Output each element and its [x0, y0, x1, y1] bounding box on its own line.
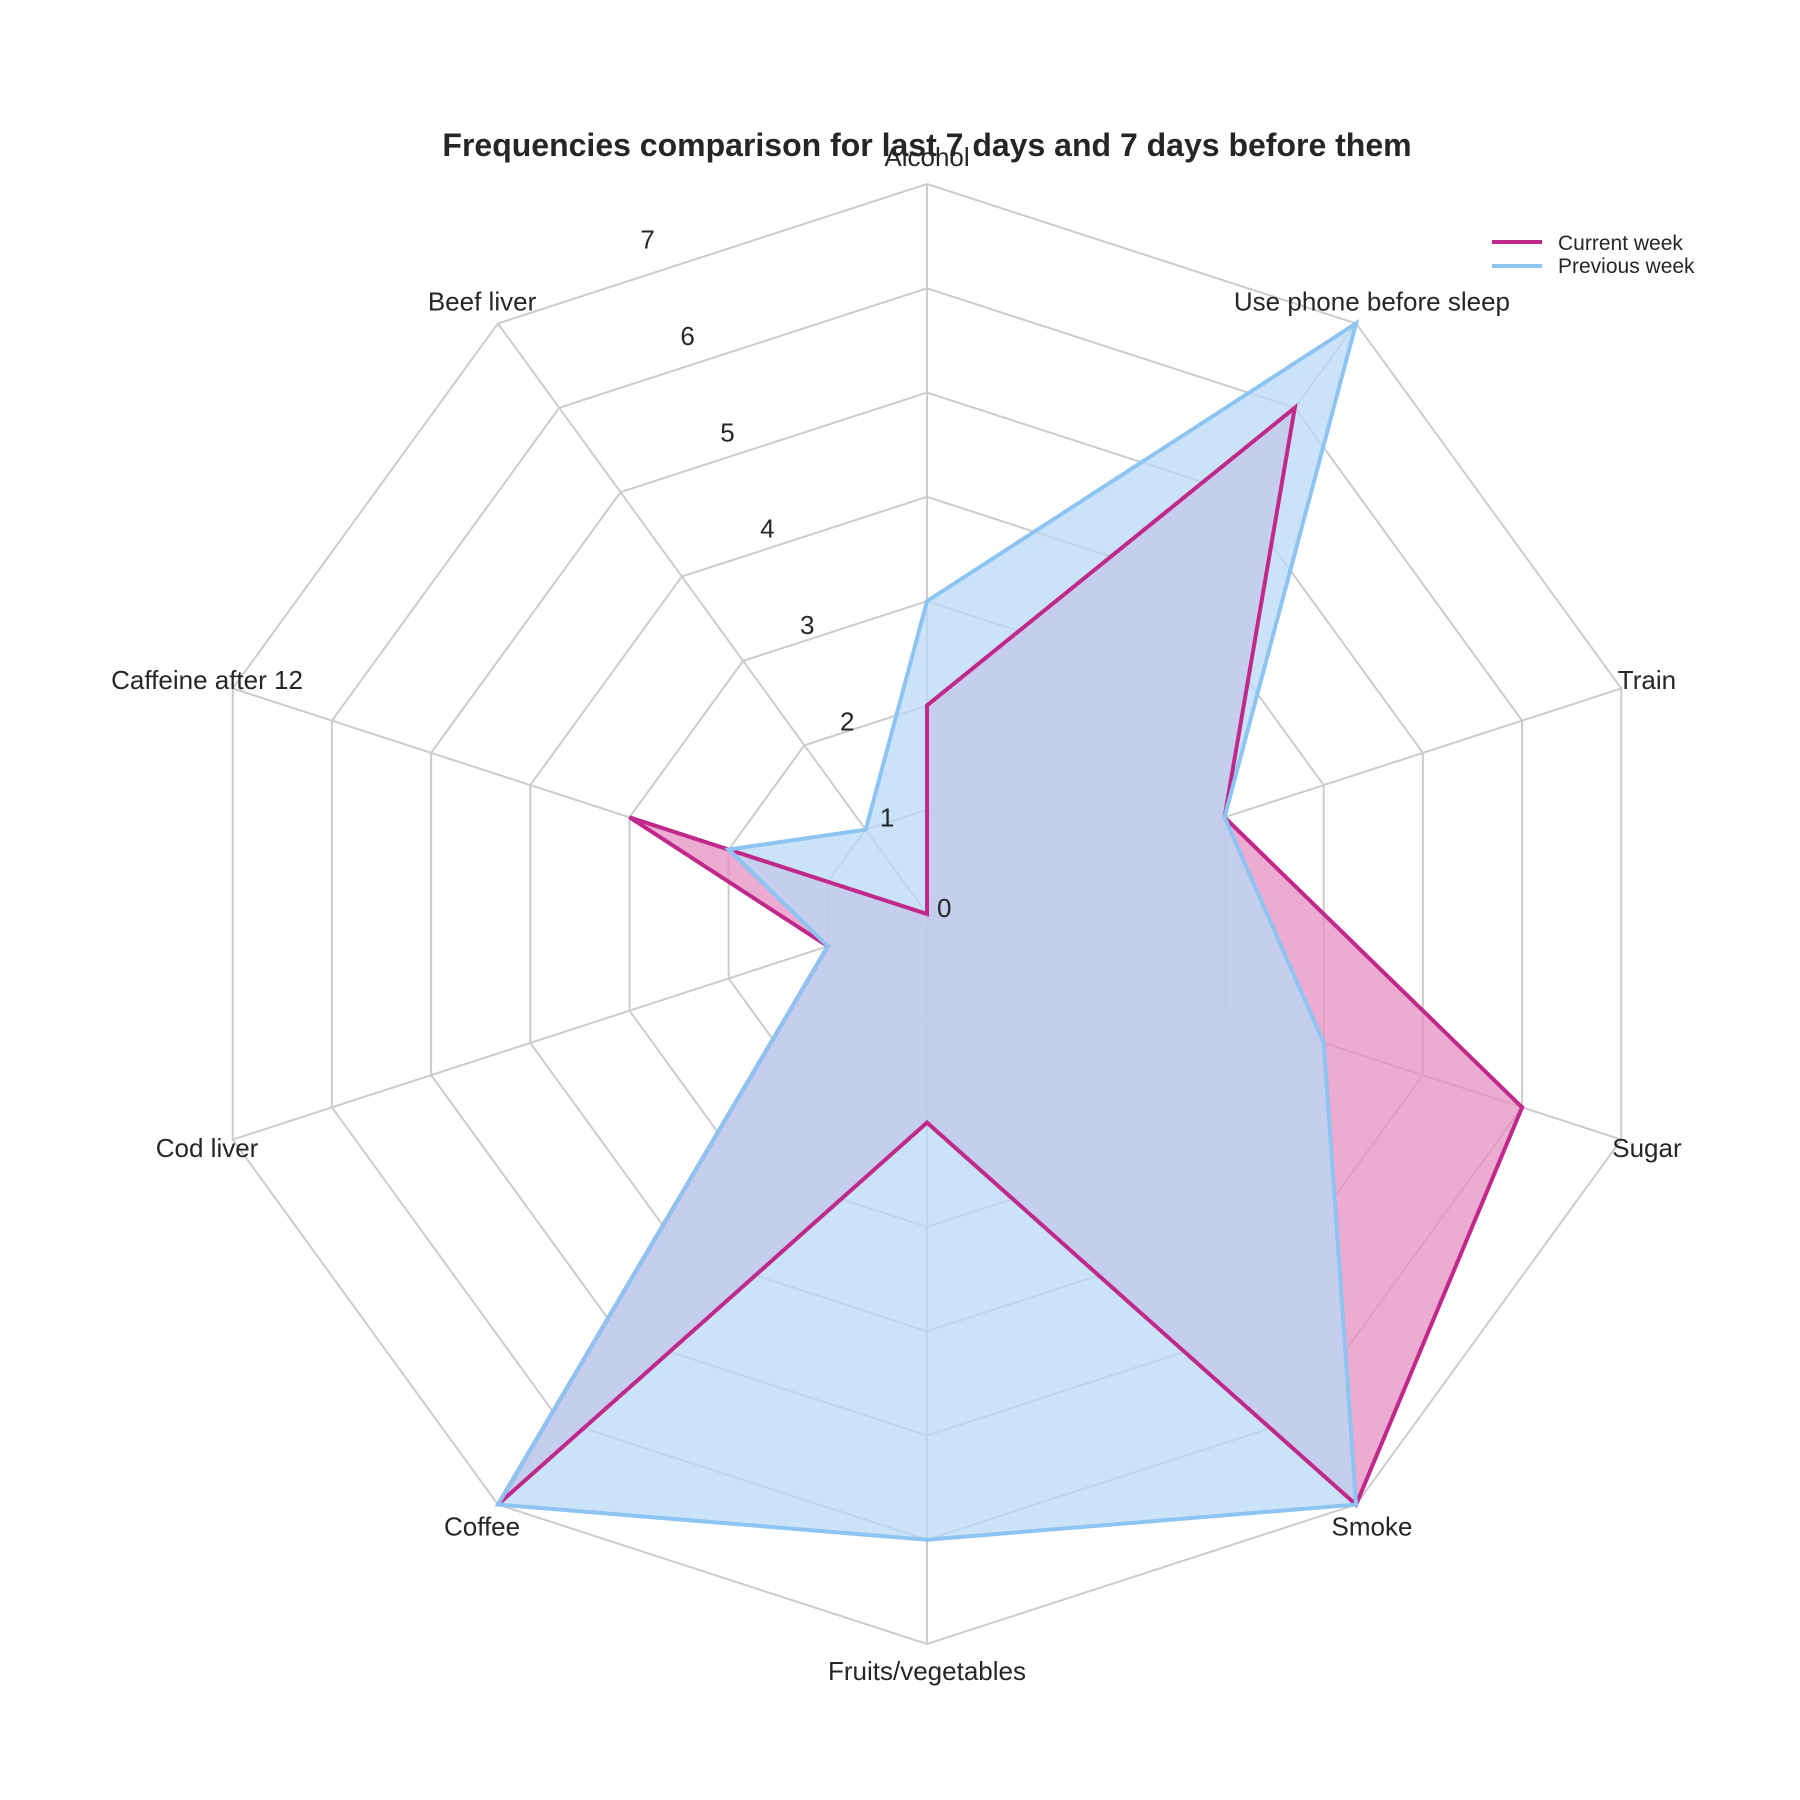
category-label-caffeine-after-12: Caffeine after 12: [111, 665, 303, 695]
tick-label-3: 3: [800, 610, 814, 640]
tick-label-2: 2: [840, 706, 854, 736]
category-label-alcohol: Alcohol: [884, 142, 969, 172]
category-label-smoke: Smoke: [1331, 1511, 1412, 1541]
category-label-sugar: Sugar: [1612, 1133, 1682, 1163]
legend-label-current-week: Current week: [1558, 232, 1683, 255]
category-label-coffee: Coffee: [444, 1511, 520, 1541]
category-label-train: Train: [1618, 665, 1676, 695]
radar-series: [494, 318, 1525, 1542]
spoke-beef-liver: [497, 322, 928, 915]
chart-title: Frequencies comparison for last 7 days a…: [442, 127, 1411, 163]
tick-label-0: 0: [937, 893, 951, 923]
tick-label-7: 7: [640, 225, 654, 255]
series-line-previous-week: [494, 318, 1360, 1542]
series-area-previous-week: [497, 323, 1357, 1540]
tick-label-1: 1: [880, 803, 894, 833]
tick-label-5: 5: [720, 417, 734, 447]
spoke-cod-liver: [232, 913, 928, 1141]
tick-label-4: 4: [760, 514, 774, 544]
radial-tick-labels: 0 1 2 3 4 5 6 7: [640, 225, 951, 923]
category-label-use-phone-before-sleep: Use phone before sleep: [1234, 287, 1510, 317]
category-label-fruits-vegetables: Fruits/vegetables: [828, 1656, 1026, 1686]
tick-label-6: 6: [680, 321, 694, 351]
category-label-beef-liver: Beef liver: [428, 287, 537, 317]
legend-label-previous-week: Previous week: [1558, 255, 1695, 278]
category-label-cod-liver: Cod liver: [156, 1133, 259, 1163]
legend: Current week Previous week: [1492, 232, 1695, 278]
category-labels: Alcohol Use phone before sleep Train Sugar S…: [111, 142, 1682, 1686]
